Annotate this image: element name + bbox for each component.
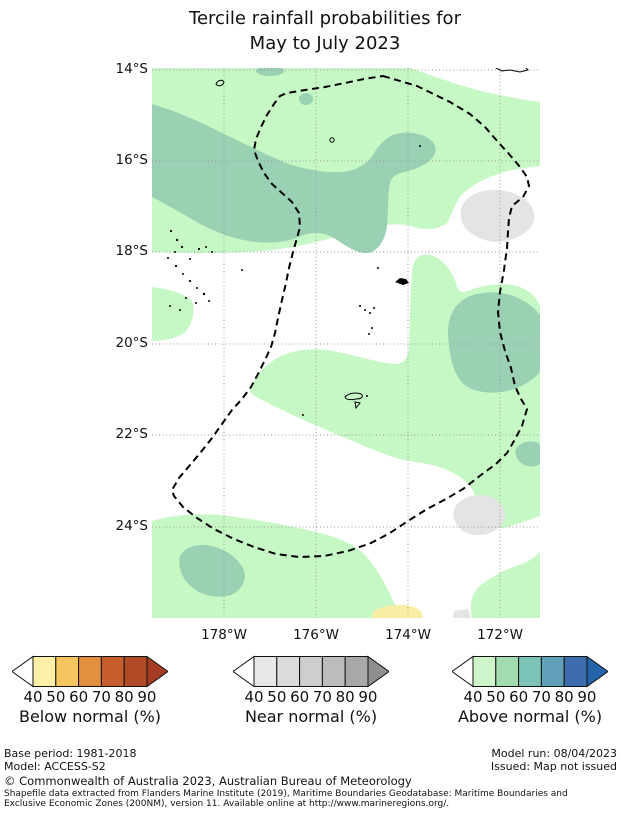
near-normal-40-region <box>453 495 506 535</box>
above-normal-50-region <box>256 68 284 76</box>
colorbar-cell <box>518 656 542 687</box>
tick-label: 90 <box>577 688 597 706</box>
page-title-line2: May to July 2023 <box>249 33 401 54</box>
colorbar-right-arrow <box>586 655 609 688</box>
colorbar-cell <box>276 656 301 687</box>
legend-title: Above normal (%) <box>457 707 603 726</box>
lat-label: 20°S <box>115 335 149 351</box>
colorbar-cell <box>32 656 57 687</box>
tick-label: 80 <box>335 688 355 706</box>
colorbar-cell <box>321 656 346 687</box>
lon-label: 178°W <box>201 627 247 643</box>
shapefile-attribution-line1: Shapefile data extracted from Flanders M… <box>4 789 568 799</box>
lat-label: 24°S <box>115 518 149 534</box>
tick-label: 90 <box>358 688 378 706</box>
page-title-line1: Tercile rainfall probabilities for <box>189 8 461 29</box>
page-title: Tercile rainfall probabilities for May t… <box>30 6 620 56</box>
tick-label: 60 <box>69 688 89 706</box>
below-normal-40-region <box>372 605 423 618</box>
above-normal-50-region <box>515 441 540 467</box>
model-text: Model: ACCESS-S2 <box>4 760 106 773</box>
graticule-gridlines <box>152 68 540 618</box>
colorbar-cell <box>123 656 148 687</box>
tick-label: 40 <box>463 688 483 706</box>
lat-label: 14°S <box>115 61 149 77</box>
eez-dashed-boundary <box>170 74 531 559</box>
colorbar-cell <box>540 656 565 687</box>
legend-title: Below normal (%) <box>18 707 162 726</box>
lon-label: 174°W <box>385 627 431 643</box>
island-coastlines <box>167 68 529 416</box>
above-normal-50-region <box>152 104 436 254</box>
tick-label: 70 <box>91 688 111 706</box>
colorbar-cell <box>78 656 102 687</box>
above-normal-40-region <box>470 552 540 618</box>
below-normal-colorbar <box>11 655 169 688</box>
tick-label: 60 <box>290 688 310 706</box>
tick-label: 50 <box>46 688 66 706</box>
tick-label: 70 <box>531 688 551 706</box>
colorbar-cell <box>495 656 520 687</box>
above-normal-colorbar <box>451 655 609 688</box>
above-normal-40-region <box>152 287 194 341</box>
above-normal-50-region <box>299 93 313 105</box>
shapefile-attribution-line2: Exclusive Economic Zones (200NM), versio… <box>4 799 450 809</box>
tick-label: 90 <box>137 688 157 706</box>
colorbar-left-arrow <box>451 655 474 688</box>
legend-below-normal: 40 50 60 70 80 90 Below normal (%) <box>10 655 170 726</box>
lat-label: 22°S <box>115 426 149 442</box>
near-normal-colorbar <box>232 655 390 688</box>
tick-label: 40 <box>23 688 43 706</box>
copyright-text: © Commonwealth of Australia 2023, Austra… <box>4 774 412 788</box>
base-period-text: Base period: 1981-2018 <box>4 747 137 760</box>
colorbar-right-arrow <box>367 655 390 688</box>
colorbar-cell <box>299 656 323 687</box>
lon-label: 176°W <box>293 627 339 643</box>
colorbar-ticks: 40 50 60 70 80 90 <box>12 688 168 706</box>
lat-label: 18°S <box>115 243 149 259</box>
tick-label: 50 <box>267 688 287 706</box>
issued-text: Issued: Map not issued <box>490 760 617 773</box>
colorbar-ticks: 40 50 60 70 80 90 <box>233 688 389 706</box>
tick-label: 40 <box>244 688 264 706</box>
colorbar-cell <box>344 656 369 687</box>
tick-label: 70 <box>312 688 332 706</box>
colorbar-cell <box>563 656 588 687</box>
tick-label: 60 <box>509 688 529 706</box>
probability-regions <box>152 68 540 618</box>
lon-label: 172°W <box>477 627 523 643</box>
colorbar-left-arrow <box>232 655 255 688</box>
above-normal-50-region <box>179 545 245 597</box>
model-run-text: Model run: 08/04/2023 <box>491 747 617 760</box>
colorbar-ticks: 40 50 60 70 80 90 <box>452 688 608 706</box>
legend-title: Near normal (%) <box>244 707 378 726</box>
colorbar-cell <box>55 656 80 687</box>
legend-near-normal: 40 50 60 70 80 90 Near normal (%) <box>231 655 391 726</box>
tick-label: 80 <box>114 688 134 706</box>
colorbar-cell <box>472 656 497 687</box>
colorbar-cell <box>100 656 125 687</box>
colorbar-right-arrow <box>146 655 169 688</box>
lat-label: 16°S <box>115 152 149 168</box>
near-normal-40-region <box>453 609 471 618</box>
colorbar-left-arrow <box>11 655 34 688</box>
tick-label: 80 <box>554 688 574 706</box>
near-normal-40-region <box>460 189 535 242</box>
colorbar-cell <box>253 656 278 687</box>
above-normal-50-region <box>448 292 540 393</box>
rainfall-probability-map <box>152 68 540 618</box>
legend-above-normal: 40 50 60 70 80 90 Above normal (%) <box>450 655 610 726</box>
tick-label: 50 <box>486 688 506 706</box>
